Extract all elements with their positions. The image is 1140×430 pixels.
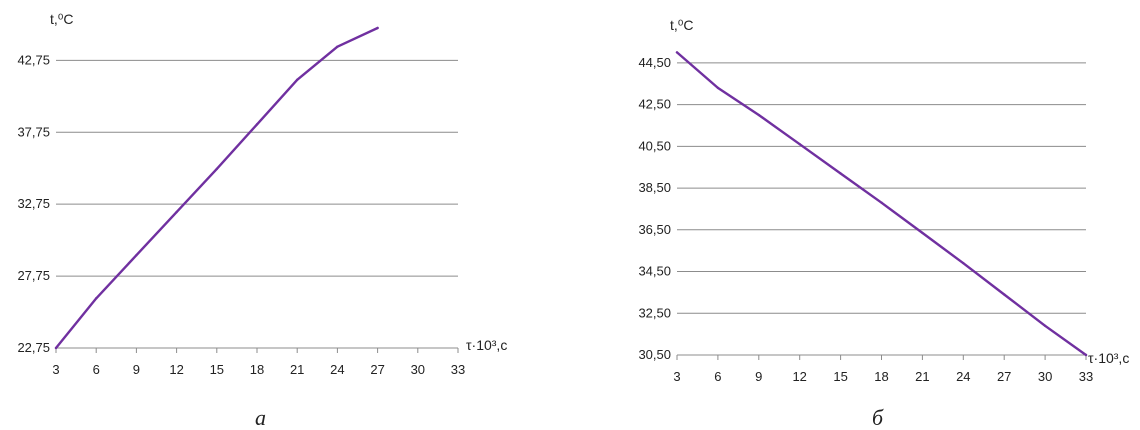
chart-a-y-axis-label: t,⁰C <box>50 11 74 27</box>
chart-a-data-point <box>215 167 218 171</box>
chart-b-x-tick-label: 27 <box>997 369 1011 384</box>
chart-a-data-point <box>54 346 58 350</box>
chart-a-caption: а <box>255 405 266 430</box>
chart-b-y-axis-label: t,⁰C <box>670 17 694 33</box>
chart-a-y-tick-label: 27,75 <box>17 268 50 283</box>
chart-a-y-tick-label: 37,75 <box>17 124 50 139</box>
chart-b-y-tick-label: 32,50 <box>638 305 671 320</box>
chart-a-x-tick-label: 6 <box>93 362 100 377</box>
chart-a-data-point <box>296 78 299 81</box>
chart-a-x-tick-label: 21 <box>290 362 304 377</box>
chart-a-x-tick-label: 9 <box>133 362 140 377</box>
chart-b-x-tick-label: 24 <box>956 369 970 384</box>
chart-b-x-tick-label: 3 <box>673 369 680 384</box>
chart-a-data-point <box>95 297 98 300</box>
chart-a-x-ticks: 3 6 9 12 15 18 21 24 27 30 33 <box>52 348 465 377</box>
chart-b-data-point <box>798 143 801 146</box>
chart-b-y-tick-label: 30,50 <box>638 347 671 362</box>
chart-b-data-point <box>880 201 883 204</box>
chart-b-caption: б <box>872 405 884 430</box>
chart-a-data-point <box>175 210 178 214</box>
chart-a-data-point <box>255 123 259 126</box>
chart-b-data-point <box>921 231 924 235</box>
chart-b-data-point <box>962 261 965 265</box>
chart-a-series-line <box>54 26 379 350</box>
chart-a-series <box>54 26 379 350</box>
chart-b-y-tick-label: 36,50 <box>638 222 671 237</box>
chart-a-data-point <box>135 254 138 257</box>
chart-b: 3 6 9 12 15 18 21 24 27 30 33 30,50 32,50 34,50 36,50… <box>638 17 1129 430</box>
chart-a-x-tick-label: 3 <box>52 362 59 377</box>
chart-b-data-point <box>1084 353 1088 357</box>
chart-a: 3 6 9 12 15 18 21 24 27 30 33 22,75 27,75 32,75 37,75… <box>17 11 507 430</box>
chart-b-x-ticks: 3 6 9 12 15 18 21 24 27 30 33 <box>673 355 1093 384</box>
chart-a-x-tick-label: 27 <box>370 362 384 377</box>
chart-b-series <box>675 51 1088 357</box>
chart-b-y-tick-label: 38,50 <box>638 180 671 195</box>
chart-b-x-tick-label: 18 <box>874 369 888 384</box>
chart-a-y-tick-label: 22,75 <box>17 340 50 355</box>
chart-a-x-tick-label: 24 <box>330 362 344 377</box>
chart-b-data-point <box>1003 293 1006 296</box>
chart-a-gridlines <box>56 59 458 277</box>
chart-b-y-tick-label: 40,50 <box>638 138 671 153</box>
chart-b-y-ticks: 30,50 32,50 34,50 36,50 38,50 40,50 42,50 44,50 <box>638 55 671 362</box>
chart-b-data-point <box>757 113 760 117</box>
chart-b-y-tick-label: 34,50 <box>638 264 671 279</box>
chart-b-x-tick-label: 21 <box>915 369 929 384</box>
chart-b-data-point <box>1043 324 1047 327</box>
chart-a-x-axis-label: τ·10³,с <box>466 337 507 353</box>
chart-b-data-point <box>839 172 842 175</box>
chart-b-x-tick-label: 15 <box>833 369 847 384</box>
chart-b-x-tick-label: 6 <box>714 369 721 384</box>
chart-b-x-tick-label: 30 <box>1038 369 1052 384</box>
chart-b-y-tick-label: 42,50 <box>638 97 671 112</box>
chart-a-y-ticks: 22,75 27,75 32,75 37,75 42,75 <box>17 52 50 355</box>
chart-a-x-tick-label: 30 <box>411 362 425 377</box>
chart-b-x-tick-label: 12 <box>792 369 806 384</box>
chart-b-y-tick-label: 44,50 <box>638 55 671 70</box>
chart-a-y-tick-label: 42,75 <box>17 52 50 67</box>
chart-b-data-point <box>675 51 679 54</box>
chart-b-x-tick-label: 33 <box>1079 369 1093 384</box>
chart-a-data-point <box>336 45 339 48</box>
chart-a-x-tick-label: 15 <box>210 362 224 377</box>
chart-a-data-point <box>376 26 379 30</box>
chart-a-x-tick-label: 12 <box>169 362 183 377</box>
chart-a-y-tick-label: 32,75 <box>17 196 50 211</box>
chart-b-data-point <box>716 86 720 90</box>
chart-a-x-tick-label: 18 <box>250 362 264 377</box>
chart-a-x-tick-label: 33 <box>451 362 465 377</box>
chart-b-x-tick-label: 9 <box>755 369 762 384</box>
chart-b-x-axis-label: τ·10³,с <box>1088 350 1129 366</box>
